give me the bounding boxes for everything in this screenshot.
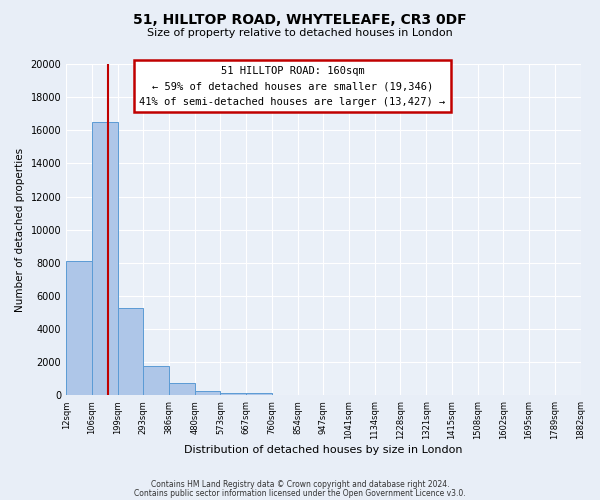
Text: 51 HILLTOP ROAD: 160sqm
← 59% of detached houses are smaller (19,346)
41% of sem: 51 HILLTOP ROAD: 160sqm ← 59% of detache…: [139, 66, 446, 107]
Y-axis label: Number of detached properties: Number of detached properties: [15, 148, 25, 312]
Bar: [118, 308, 143, 396]
Text: Contains HM Land Registry data © Crown copyright and database right 2024.: Contains HM Land Registry data © Crown c…: [151, 480, 449, 489]
Text: Size of property relative to detached houses in London: Size of property relative to detached ho…: [147, 28, 453, 38]
Bar: [66, 261, 92, 396]
Bar: [143, 366, 169, 396]
Bar: [195, 391, 220, 396]
Bar: [246, 394, 272, 396]
X-axis label: Distribution of detached houses by size in London: Distribution of detached houses by size …: [184, 445, 463, 455]
Bar: [169, 383, 195, 396]
Text: 51, HILLTOP ROAD, WHYTELEAFE, CR3 0DF: 51, HILLTOP ROAD, WHYTELEAFE, CR3 0DF: [133, 12, 467, 26]
Bar: [92, 122, 118, 396]
Bar: [272, 394, 298, 396]
Bar: [220, 393, 246, 396]
Text: Contains public sector information licensed under the Open Government Licence v3: Contains public sector information licen…: [134, 489, 466, 498]
